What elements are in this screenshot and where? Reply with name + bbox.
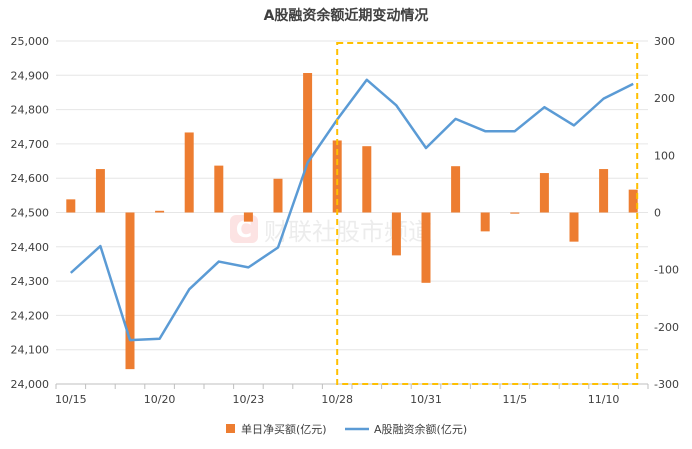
watermark: C 财联社股市频道 bbox=[230, 215, 432, 246]
bar bbox=[422, 213, 431, 283]
left-tick-label: 25,000 bbox=[11, 35, 50, 48]
x-tick-label: 10/23 bbox=[233, 393, 265, 406]
bar bbox=[185, 132, 194, 212]
x-tick-label: 11/5 bbox=[502, 393, 527, 406]
left-tick-label: 24,700 bbox=[11, 138, 50, 151]
bar bbox=[451, 166, 460, 212]
right-tick-label: 200 bbox=[654, 92, 675, 105]
right-tick-label: 0 bbox=[654, 207, 661, 220]
x-tick-label: 10/20 bbox=[144, 393, 176, 406]
left-tick-label: 24,900 bbox=[11, 69, 50, 82]
legend-bar-label: 单日净买额(亿元) bbox=[241, 422, 327, 436]
left-tick-label: 24,000 bbox=[11, 378, 50, 391]
left-tick-label: 24,500 bbox=[11, 207, 50, 220]
left-axis-labels: 24,000 24,100 24,200 24,300 24,400 24,500 24,6… bbox=[11, 35, 50, 391]
legend-line-label: A股融资余额(亿元) bbox=[374, 422, 467, 436]
left-tick-label: 24,200 bbox=[11, 309, 50, 322]
legend: 单日净买额(亿元) A股融资余额(亿元) bbox=[226, 422, 467, 436]
bar bbox=[540, 173, 549, 212]
watermark-logo-c: C bbox=[236, 218, 252, 243]
x-tick-label: 10/15 bbox=[55, 393, 87, 406]
bar bbox=[599, 169, 608, 212]
legend-bar-swatch bbox=[226, 424, 235, 433]
line-series bbox=[71, 80, 634, 341]
bar bbox=[155, 211, 164, 213]
watermark-text: 财联社股市频道 bbox=[264, 218, 432, 246]
gridlines bbox=[56, 41, 648, 389]
right-tick-label: 300 bbox=[654, 35, 675, 48]
right-tick-label: -300 bbox=[654, 378, 679, 391]
chart-title: A股融资余额近期变动情况 bbox=[264, 7, 429, 24]
bar bbox=[66, 199, 75, 212]
bar bbox=[96, 169, 105, 212]
x-tick-label: 10/31 bbox=[410, 393, 442, 406]
left-tick-label: 24,600 bbox=[11, 172, 50, 185]
x-axis-labels: 10/15 10/20 10/23 10/28 10/31 11/5 11/10 bbox=[55, 393, 620, 406]
bar bbox=[303, 73, 312, 212]
right-tick-label: -200 bbox=[654, 321, 679, 334]
right-axis-labels: -300 -200 -100 0 100 200 300 bbox=[654, 35, 679, 391]
left-tick-label: 24,400 bbox=[11, 241, 50, 254]
bar bbox=[274, 179, 283, 213]
bar bbox=[126, 213, 135, 370]
left-tick-label: 24,800 bbox=[11, 104, 50, 117]
left-tick-label: 24,100 bbox=[11, 344, 50, 357]
bar bbox=[392, 213, 401, 256]
bar bbox=[570, 213, 579, 242]
bar bbox=[481, 213, 490, 232]
right-tick-label: -100 bbox=[654, 264, 679, 277]
bar bbox=[214, 166, 223, 213]
bar bbox=[510, 213, 519, 214]
bar bbox=[362, 146, 371, 212]
bar bbox=[244, 213, 253, 222]
x-tick-label: 11/10 bbox=[588, 393, 620, 406]
left-tick-label: 24,300 bbox=[11, 275, 50, 288]
x-tick-label: 10/28 bbox=[321, 393, 353, 406]
right-tick-label: 100 bbox=[654, 149, 675, 162]
